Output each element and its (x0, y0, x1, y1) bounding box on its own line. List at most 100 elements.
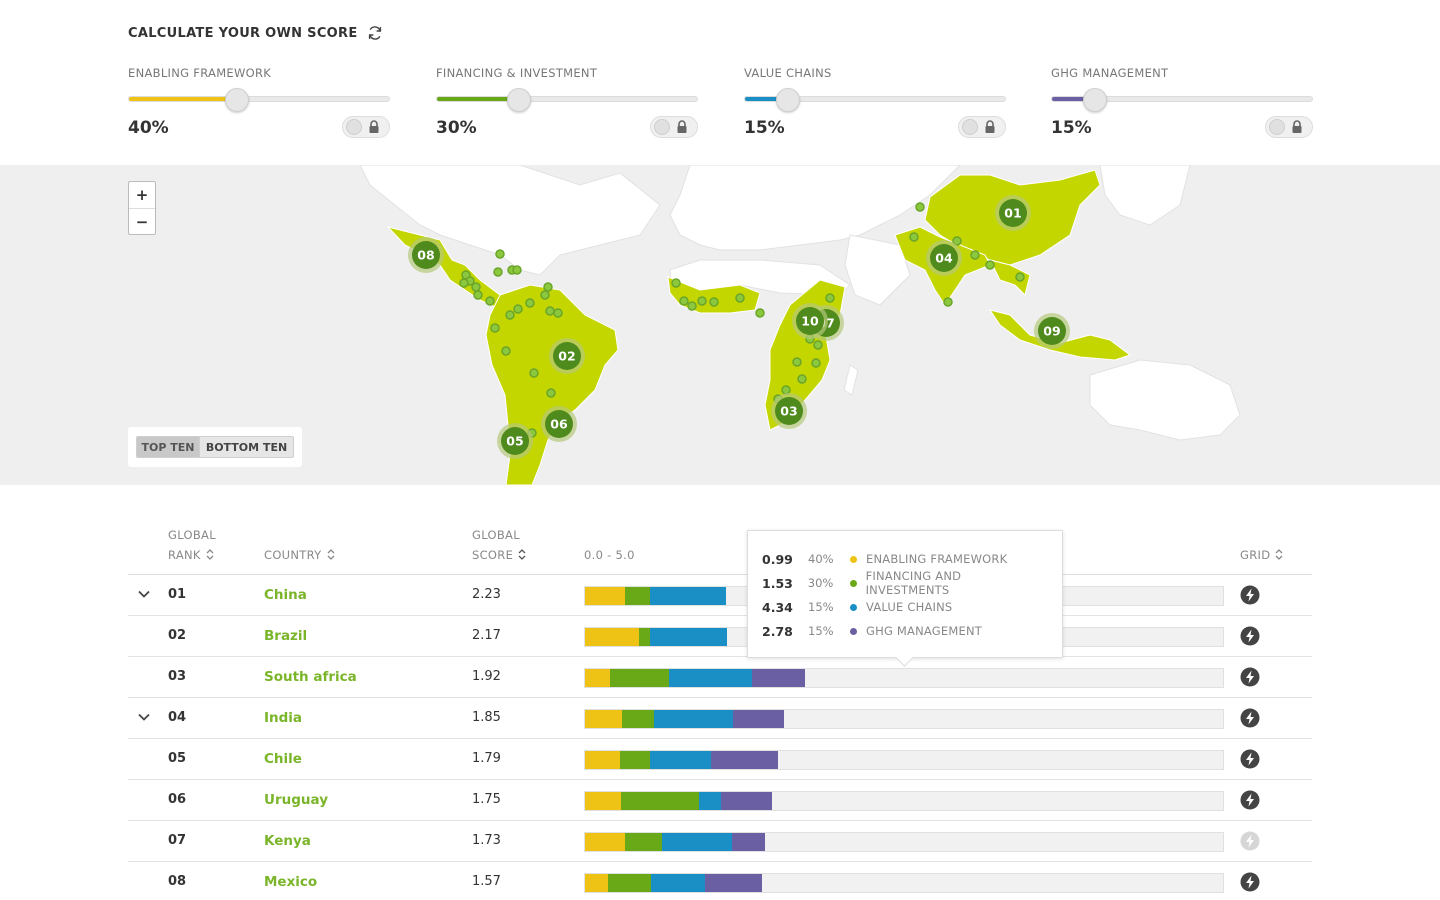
table-row[interactable]: 01 China 2.23 (128, 575, 1312, 616)
country-dot[interactable] (512, 265, 522, 275)
country-dot[interactable] (513, 304, 523, 314)
country-dot[interactable] (755, 308, 765, 318)
lock-toggle[interactable] (342, 116, 390, 138)
lock-toggle[interactable] (958, 116, 1006, 138)
country-dot[interactable] (797, 374, 807, 384)
score-bar[interactable] (584, 873, 1224, 893)
table-row[interactable]: 02 Brazil 2.17 (128, 616, 1312, 657)
lightning-icon[interactable] (1240, 749, 1260, 769)
country-link[interactable]: Uruguay (264, 792, 328, 808)
lock-toggle[interactable] (1265, 116, 1313, 138)
country-link[interactable]: South africa (264, 669, 357, 685)
country-dot[interactable] (540, 290, 550, 300)
country-dot[interactable] (679, 296, 689, 306)
country-dot[interactable] (505, 310, 515, 320)
country-dot[interactable] (459, 278, 469, 288)
country-dot[interactable] (985, 260, 995, 270)
country-dot[interactable] (915, 202, 925, 212)
table-row[interactable]: 08 Mexico 1.57 (128, 862, 1312, 900)
country-dot[interactable] (970, 250, 980, 260)
country-dot[interactable] (909, 232, 919, 242)
refresh-icon[interactable] (366, 24, 384, 42)
table-row[interactable]: 07 Kenya 1.73 (128, 821, 1312, 862)
map-marker-05[interactable]: 05 (497, 423, 533, 459)
country-dot[interactable] (811, 358, 821, 368)
country-link[interactable]: China (264, 587, 307, 603)
map-marker-08[interactable]: 08 (408, 237, 444, 273)
world-map[interactable]: 01020304050607080910 + − TOP TEN BOTTOM … (0, 165, 1440, 485)
map-marker-01[interactable]: 01 (995, 195, 1031, 231)
score-bar[interactable] (584, 750, 1224, 770)
country-dot[interactable] (543, 282, 553, 292)
country-dot[interactable] (493, 267, 503, 277)
country-dot[interactable] (813, 340, 823, 350)
country-dot[interactable] (671, 278, 681, 288)
country-dot[interactable] (525, 298, 535, 308)
zoom-out-button[interactable]: − (129, 208, 155, 234)
country-dot[interactable] (781, 385, 791, 395)
country-dot[interactable] (501, 346, 511, 356)
slider-track[interactable] (1051, 88, 1313, 112)
slider-thumb[interactable] (1083, 88, 1107, 112)
map-marker-02[interactable]: 02 (549, 338, 585, 374)
country-dot[interactable] (735, 293, 745, 303)
country-column-header[interactable]: COUNTRY (264, 545, 335, 565)
lightning-icon[interactable] (1240, 708, 1260, 728)
score-bar[interactable] (584, 668, 1224, 688)
slider-track[interactable] (744, 88, 1006, 112)
top-ten-button[interactable]: TOP TEN (136, 436, 200, 458)
lightning-icon[interactable] (1240, 831, 1260, 851)
chevron-down-icon[interactable] (138, 590, 150, 598)
country-dot[interactable] (546, 388, 556, 398)
country-dot[interactable] (792, 357, 802, 367)
rank-column-header[interactable]: GLOBAL RANK (168, 525, 216, 565)
country-link[interactable]: Brazil (264, 628, 308, 644)
country-dot[interactable] (495, 249, 505, 259)
country-dot[interactable] (709, 297, 719, 307)
lightning-icon[interactable] (1240, 872, 1260, 892)
slider-thumb[interactable] (776, 88, 800, 112)
slider-thumb[interactable] (507, 88, 531, 112)
bottom-ten-button[interactable]: BOTTOM TEN (200, 436, 294, 458)
grid-column-header[interactable]: GRID (1240, 545, 1283, 565)
chevron-down-icon[interactable] (138, 713, 150, 721)
country-link[interactable]: Kenya (264, 833, 311, 849)
score-bar[interactable] (584, 791, 1224, 811)
map-marker-03[interactable]: 03 (771, 393, 807, 429)
country-link[interactable]: Chile (264, 751, 302, 767)
table-row[interactable]: 06 Uruguay 1.75 (128, 780, 1312, 821)
map-marker-04[interactable]: 04 (926, 240, 962, 276)
country-dot[interactable] (485, 296, 495, 306)
country-dot[interactable] (1015, 272, 1025, 282)
country-dot[interactable] (943, 297, 953, 307)
table-row[interactable]: 04 India 1.85 (128, 698, 1312, 739)
country-dot[interactable] (553, 308, 563, 318)
lightning-icon[interactable] (1240, 626, 1260, 646)
country-dot[interactable] (825, 293, 835, 303)
country-link[interactable]: Mexico (264, 874, 318, 890)
slider-track[interactable] (436, 88, 698, 112)
country-dot[interactable] (687, 301, 697, 311)
country-dot[interactable] (473, 290, 483, 300)
map-marker-09[interactable]: 09 (1034, 313, 1070, 349)
lightning-icon[interactable] (1240, 790, 1260, 810)
country-dot[interactable] (490, 323, 500, 333)
slider-track[interactable] (128, 88, 390, 112)
map-marker-06[interactable]: 06 (541, 406, 577, 442)
lightning-icon[interactable] (1240, 585, 1260, 605)
country-link[interactable]: India (264, 710, 303, 726)
country-dot[interactable] (545, 306, 555, 316)
lightning-icon[interactable] (1240, 667, 1260, 687)
score-bar[interactable] (584, 832, 1224, 852)
slider-thumb[interactable] (225, 88, 249, 112)
lock-toggle[interactable] (650, 116, 698, 138)
country-dot[interactable] (952, 236, 962, 246)
map-marker-10[interactable]: 10 (792, 303, 828, 339)
score-bar[interactable] (584, 709, 1224, 729)
score-column-header[interactable]: GLOBAL SCORE (472, 525, 526, 565)
country-dot[interactable] (471, 282, 481, 292)
table-row[interactable]: 03 South africa 1.92 (128, 657, 1312, 698)
country-dot[interactable] (529, 368, 539, 378)
zoom-in-button[interactable]: + (135, 186, 149, 204)
table-row[interactable]: 05 Chile 1.79 (128, 739, 1312, 780)
